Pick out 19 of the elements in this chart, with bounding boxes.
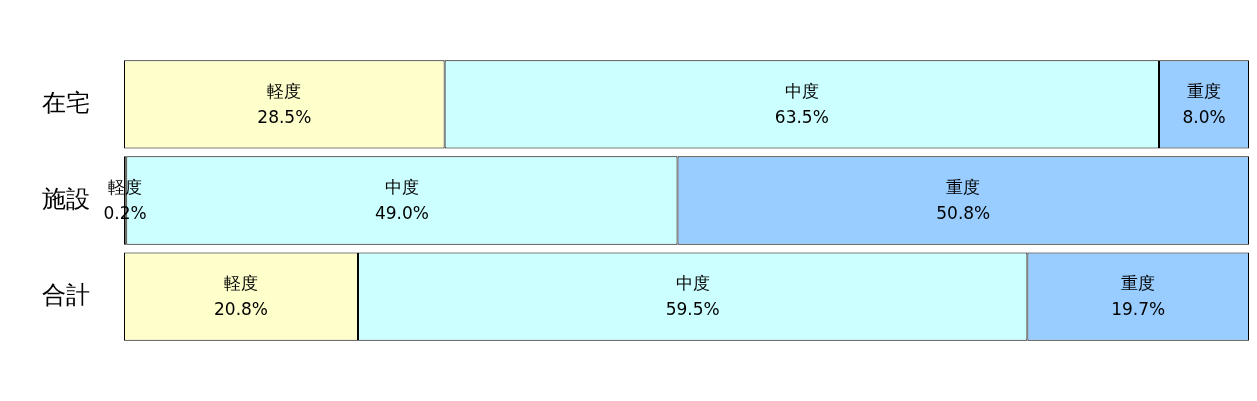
series-label: 重度 <box>946 176 981 197</box>
data-label: 50.8% <box>936 202 991 223</box>
y-tick-label: 在宅 <box>42 88 90 117</box>
data-label: 8.0% <box>1182 106 1226 127</box>
data-label: 20.8% <box>213 298 269 319</box>
y-tick-label: 施設 <box>42 184 90 213</box>
text: 軽度 <box>267 80 302 101</box>
text: 重度 <box>1187 80 1221 101</box>
text: 中度 <box>675 272 710 293</box>
data-label: 59.5% <box>665 298 720 319</box>
data-label: 28.5% <box>257 106 312 127</box>
y-tick-label: 合計 <box>42 280 90 309</box>
data-label: 19.7% <box>1111 298 1166 319</box>
text: 重度 <box>1121 272 1156 293</box>
text: 軽度 <box>224 272 258 293</box>
series-label: 中度 <box>384 176 419 197</box>
text: 中度 <box>784 80 819 101</box>
data-label: 63.5% <box>774 106 829 127</box>
data-label: 49.0% <box>374 202 429 223</box>
